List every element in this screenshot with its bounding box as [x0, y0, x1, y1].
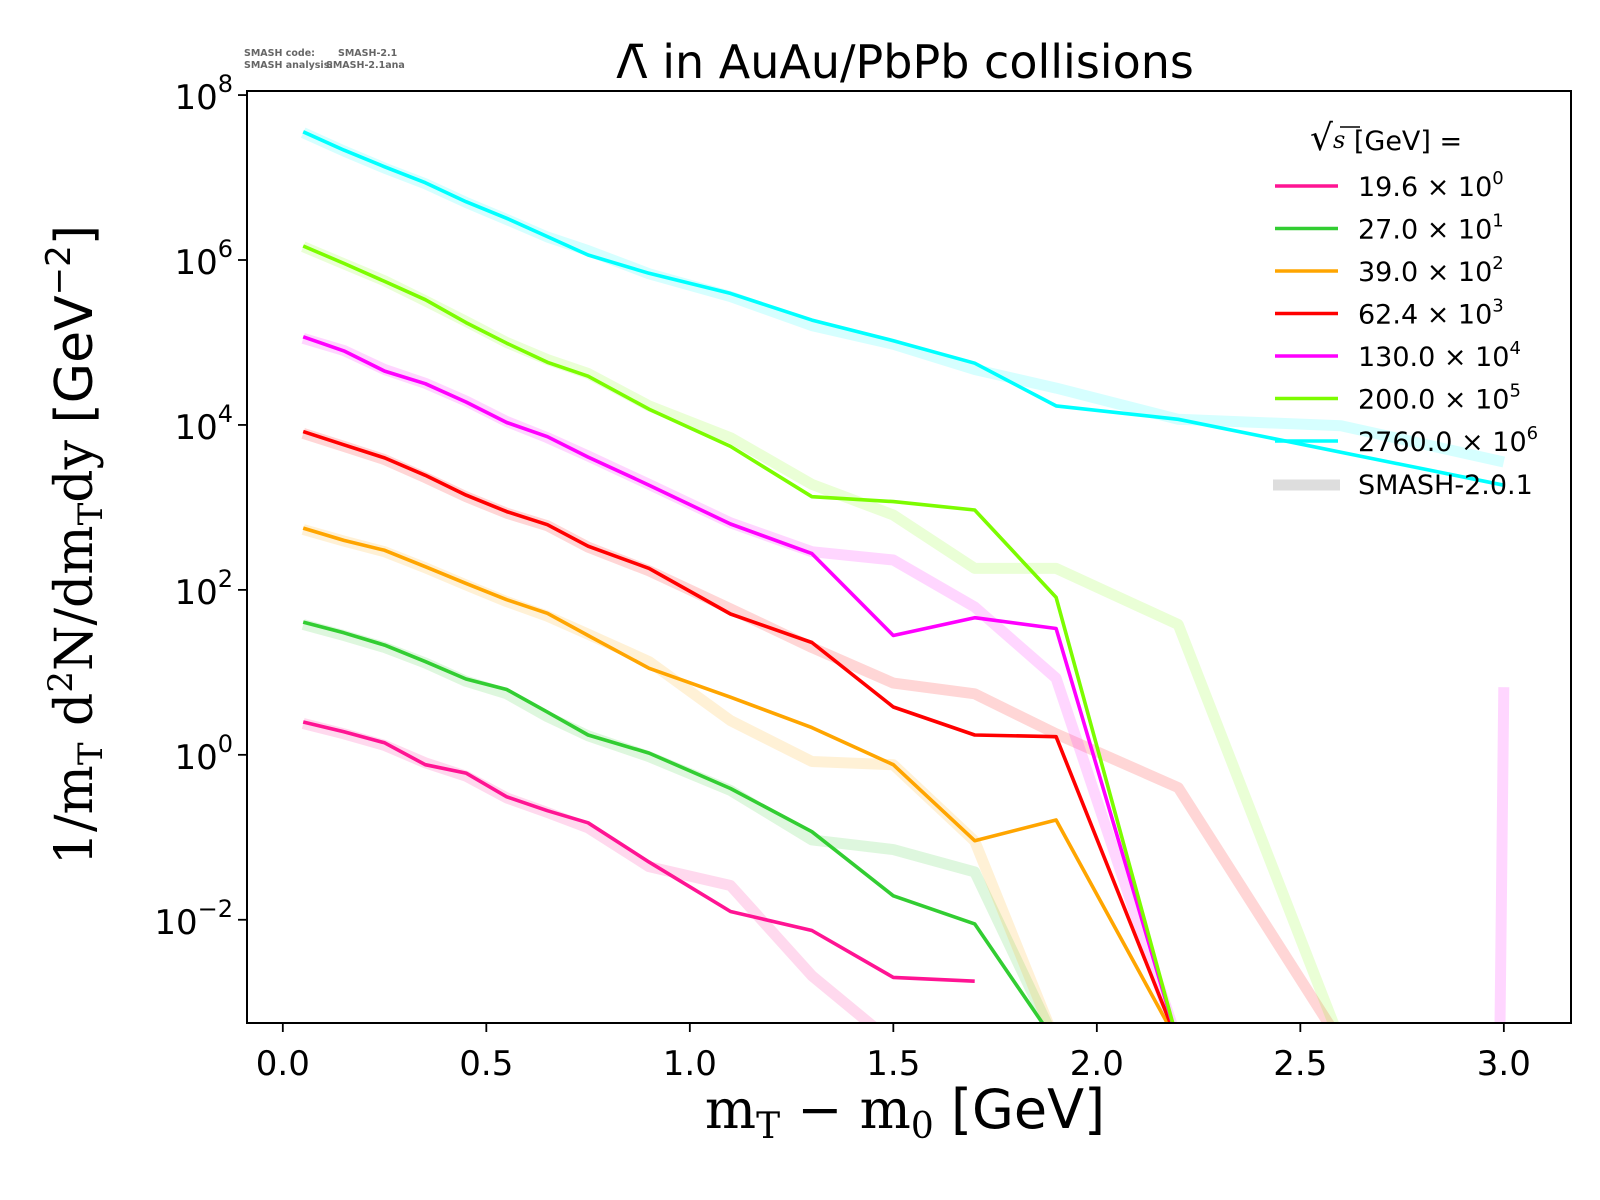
- y-label-unit-close: ]: [45, 225, 105, 245]
- y-tick-exponent: 2: [218, 565, 233, 593]
- y-label-sub3: T: [71, 502, 111, 525]
- x-tick-label: 2.0: [1070, 1044, 1124, 1084]
- meta-info: SMASH code: SMASH-2.1 SMASH analysis: SM…: [244, 48, 405, 71]
- legend: √s [GeV] = 19.6 × 100 27.0 × 101 39.0 × 10…: [1273, 118, 1538, 501]
- x-axis-label: mT − m0 [GeV]: [705, 1078, 1105, 1147]
- y-tick-label: 10−2: [154, 895, 233, 943]
- series-line-2760.0: [302, 130, 1505, 487]
- meta-code-value: SMASH-2.1: [338, 48, 397, 59]
- legend-label-exponent: 5: [1509, 381, 1520, 402]
- y-tick-label: 108: [174, 70, 233, 118]
- series-line-19.6: [302, 720, 975, 983]
- legend-label-text: 200.0 × 10: [1358, 385, 1509, 416]
- plot-frame: [246, 90, 1572, 1024]
- y-label-part1: 1/m: [45, 765, 105, 865]
- y-label-unit: [GeV: [45, 295, 105, 424]
- x-tick-label: 0.5: [459, 1044, 513, 1084]
- legend-title-unit: [GeV] =: [1345, 126, 1462, 157]
- legend-label-62.4: 62.4 × 103: [1358, 296, 1504, 331]
- x-tick-label: 1.0: [663, 1044, 717, 1084]
- x-tick-label: 3.0: [1477, 1044, 1531, 1084]
- legend-label-text: 2760.0 × 10: [1358, 427, 1527, 458]
- legend-label-reference: SMASH-2.0.1: [1358, 470, 1533, 501]
- legend-label-text: 19.6 × 10: [1358, 172, 1492, 203]
- legend-title: √s [GeV] =: [1310, 118, 1462, 159]
- y-tick-label: 100: [174, 730, 233, 778]
- legend-label-text: 62.4 × 10: [1358, 300, 1492, 331]
- x-label-sub-t: T: [756, 1106, 780, 1147]
- legend-label-19.6: 19.6 × 100: [1358, 168, 1504, 203]
- y-label-part3: N/dm: [45, 525, 105, 671]
- x-axis-ticks: 0.0 0.5 1.0 1.5 2.0 2.5 3.0: [256, 1023, 1531, 1084]
- y-label-sub1: T: [71, 742, 111, 765]
- meta-analysis-label: SMASH analysis:: [244, 60, 333, 71]
- x-label-unit: [GeV]: [934, 1078, 1105, 1141]
- series-line-27.0: [302, 620, 1045, 1023]
- x-tick-label: 1.5: [866, 1044, 920, 1084]
- y-tick-exponent: 0: [218, 730, 233, 758]
- legend-label-exponent: 1: [1492, 211, 1503, 232]
- series-line-130.0: [302, 335, 1175, 1023]
- legend-label-39.0: 39.0 × 102: [1358, 253, 1504, 288]
- y-axis-label: 1/mT d2N/dmTdy [GeV−2]: [39, 225, 111, 865]
- legend-label-27.0: 27.0 × 101: [1358, 211, 1504, 246]
- legend-label-2760.0: 2760.0 × 106: [1358, 423, 1538, 458]
- legend-label-exponent: 2: [1492, 253, 1503, 274]
- series-line-62.4: [302, 429, 1173, 1023]
- y-tick-base: 10: [174, 408, 217, 448]
- y-label-unit-exp: −2: [39, 245, 79, 295]
- legend-s: s: [1333, 126, 1345, 154]
- y-tick-exponent: 8: [218, 70, 233, 98]
- legend-label-200.0: 200.0 × 105: [1358, 381, 1521, 416]
- x-tick-label: 2.5: [1273, 1044, 1327, 1084]
- y-tick-base: 10: [154, 903, 197, 943]
- x-tick-label: 0.0: [256, 1044, 310, 1084]
- legend-label-exponent: 4: [1509, 338, 1520, 359]
- legend-label-text: 130.0 × 10: [1358, 342, 1509, 373]
- y-tick-base: 10: [174, 573, 217, 613]
- legend-label-exponent: 0: [1492, 168, 1503, 189]
- y-tick-label: 106: [174, 235, 233, 283]
- legend-label-exponent: 3: [1492, 296, 1503, 317]
- series-line-39.0: [302, 526, 1170, 1023]
- y-label-part4: dy: [45, 423, 105, 502]
- x-label-sub-0: 0: [911, 1106, 934, 1147]
- y-tick-base: 10: [174, 243, 217, 283]
- reference-line-27.0: [301, 619, 1053, 1023]
- x-label-m: m: [705, 1078, 756, 1141]
- y-label-sup2: 2: [41, 671, 81, 693]
- meta-analysis-value: SMASH-2.1ana: [326, 60, 405, 71]
- legend-label-130.0: 130.0 × 104: [1358, 338, 1521, 373]
- y-tick-base: 10: [174, 78, 217, 118]
- legend-label-text: 39.0 × 10: [1358, 257, 1492, 288]
- y-tick-exponent: 4: [218, 400, 233, 428]
- x-label-minus-m: − m: [780, 1078, 911, 1141]
- series-line-200.0: [302, 244, 1175, 1023]
- y-tick-label: 104: [174, 400, 233, 448]
- y-label-part2: d: [45, 693, 105, 743]
- y-tick-exponent: 6: [218, 235, 233, 263]
- legend-label-text: 27.0 × 10: [1358, 215, 1492, 246]
- meta-code-label: SMASH code:: [244, 48, 315, 59]
- chart-title: Λ̄ in AuAu/PbPb collisions: [616, 35, 1194, 89]
- y-tick-exponent: −2: [198, 895, 233, 923]
- series-lines: [302, 130, 1505, 1023]
- legend-sqrt-symbol: √: [1310, 118, 1333, 159]
- y-tick-base: 10: [174, 738, 217, 778]
- legend-label-exponent: 6: [1527, 423, 1538, 444]
- y-tick-label: 102: [174, 565, 233, 613]
